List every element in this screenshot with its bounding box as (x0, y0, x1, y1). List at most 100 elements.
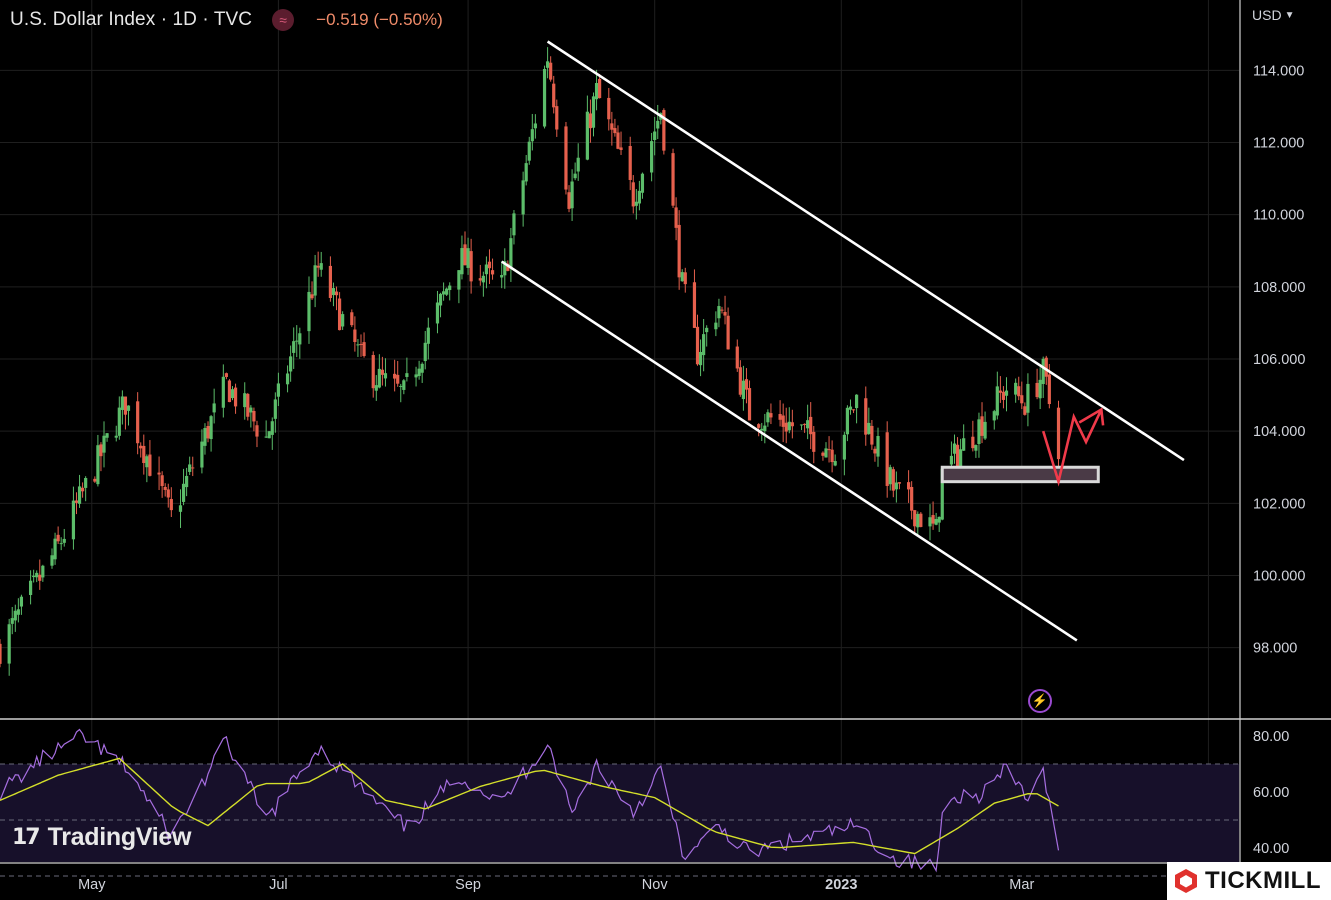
candle-body (120, 396, 124, 410)
candle-body (77, 486, 82, 504)
candle-body (971, 436, 975, 449)
price-tick-label: 100.000 (1253, 568, 1305, 584)
candle-body (487, 261, 492, 269)
candle-body (396, 374, 400, 384)
candle-body (246, 393, 250, 417)
candle-body (298, 333, 302, 345)
symbol-header[interactable]: U.S. Dollar Index · 1D · TVC ≈ −0.519 (−… (10, 8, 443, 32)
candle-body (702, 334, 706, 356)
candle-body (423, 342, 427, 362)
candle-body (640, 173, 645, 193)
candle-body (362, 342, 366, 357)
candle-body (919, 513, 923, 527)
candle-body (289, 356, 293, 372)
candle-body (827, 449, 831, 451)
candle-body (741, 380, 745, 400)
candle-body (512, 213, 516, 236)
candle-body (781, 415, 785, 427)
price-tick-label: 110.000 (1253, 208, 1304, 224)
candle-body (546, 61, 550, 68)
candle-body (671, 153, 675, 206)
candle-body (380, 369, 385, 375)
candle-body (71, 500, 76, 540)
candle-body (341, 314, 345, 327)
candle-body (7, 624, 11, 664)
candle-body (674, 207, 678, 228)
candle-body (607, 97, 611, 120)
candle-body (787, 421, 791, 431)
candle-body (445, 288, 449, 295)
candle-body (698, 351, 703, 366)
candle-body (99, 444, 103, 457)
candle-body (842, 434, 846, 460)
candle-body (148, 454, 152, 476)
candle-body (937, 516, 941, 523)
candle-body (478, 278, 482, 281)
candle-body (613, 128, 617, 134)
candle-body (995, 386, 999, 416)
time-tick-label: Sep (455, 877, 481, 893)
candle-body (188, 464, 192, 472)
candle-body (178, 505, 183, 512)
candle-body (802, 423, 807, 425)
candle-body (463, 244, 467, 266)
candle-body (848, 406, 853, 410)
channel-upper-line (546, 40, 1185, 462)
candle-body (677, 224, 681, 278)
tickmill-cube-icon (1175, 869, 1197, 893)
lightning-icon[interactable]: ⚡ (1028, 689, 1052, 713)
candle-body (1004, 390, 1009, 396)
candle-body (1020, 395, 1024, 404)
candle-body (1047, 374, 1051, 405)
candle-body (377, 368, 381, 388)
candle-body (230, 389, 235, 399)
candle-body (490, 270, 495, 275)
candle-body (821, 452, 825, 456)
candle-body (383, 373, 388, 379)
candle-body (203, 428, 207, 446)
candle-body (809, 416, 813, 435)
candle-body (683, 272, 687, 285)
candle-body (854, 394, 859, 409)
candle-body (295, 340, 299, 342)
candle-body (117, 407, 121, 436)
candle-body (934, 518, 938, 525)
candle-body (585, 111, 589, 160)
approx-icon[interactable]: ≈ (272, 9, 295, 31)
candle-body (778, 414, 782, 420)
candle-body (399, 385, 403, 387)
candle-body (824, 448, 828, 458)
projection-arrowhead (1078, 407, 1105, 426)
candle-body (1035, 382, 1039, 398)
candle-body (53, 538, 57, 560)
candle-body (653, 131, 657, 141)
candle-body (136, 401, 140, 444)
candle-body (319, 263, 323, 270)
currency-selector[interactable]: USD ▼ (1252, 7, 1294, 23)
candle-body (588, 113, 593, 129)
candle-body (276, 383, 280, 397)
candle-body (185, 475, 189, 488)
candle-body (720, 309, 724, 311)
candle-body (466, 248, 470, 268)
candle-body (62, 538, 66, 543)
candle-body (252, 410, 256, 422)
price-tick-label: 102.000 (1253, 496, 1305, 512)
time-tick-label: 2023 (825, 877, 857, 893)
price-change: −0.519 (−0.50%) (316, 10, 443, 29)
candle-body (114, 435, 118, 438)
candle-body (897, 482, 902, 484)
candle-body (13, 610, 17, 621)
support-zone (940, 465, 1100, 484)
candle-body (438, 293, 443, 306)
candle-body (744, 379, 749, 390)
candle-body (460, 248, 464, 275)
candle-body (833, 461, 837, 466)
candle-body (310, 294, 314, 299)
candle-body (845, 407, 850, 435)
candle-body (255, 425, 259, 437)
candle-body (316, 265, 320, 268)
candle-body (799, 424, 804, 426)
tradingview-logo: 17 TradingView (12, 823, 191, 852)
